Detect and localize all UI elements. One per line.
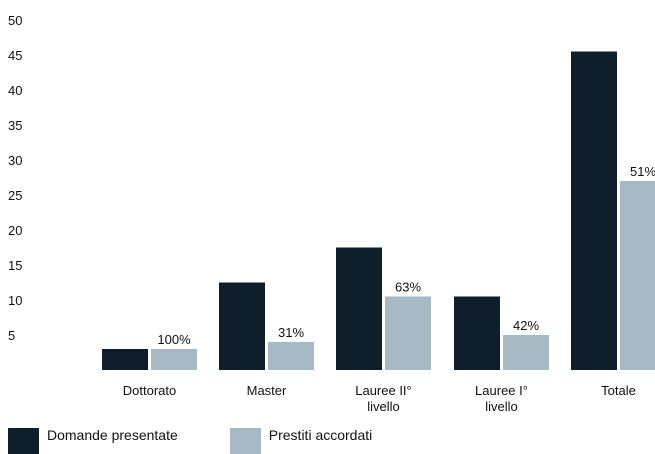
- bar-domande: [454, 296, 500, 370]
- y-tick-label: 30: [8, 153, 22, 168]
- y-tick-label: 20: [8, 223, 22, 238]
- bar-domande: [571, 51, 617, 370]
- x-category-label: Master: [247, 383, 287, 398]
- legend-swatch-domande: [8, 428, 39, 454]
- legend-swatch-prestiti: [229, 428, 261, 454]
- data-label: 63%: [395, 280, 421, 295]
- data-label: 51%: [630, 164, 655, 179]
- legend-item-prestiti: Prestiti accordati: [229, 426, 373, 454]
- bar-chart: 5 10 15 20 25 30 35 40 45 50 100% Dottorato 31% Maste…: [8, 13, 655, 414]
- data-label: 31%: [278, 325, 304, 340]
- x-category-label: Lauree II° livello: [355, 383, 412, 414]
- y-tick-label: 45: [8, 48, 22, 63]
- legend: Domande presentate Prestiti accordati: [8, 426, 424, 454]
- x-category-label: Totale: [601, 383, 636, 398]
- y-tick-label: 5: [8, 328, 15, 343]
- legend-label-domande: Domande presentate: [47, 427, 178, 443]
- data-label: 42%: [513, 318, 539, 333]
- y-tick-label: 10: [8, 293, 22, 308]
- y-tick-label: 40: [8, 83, 22, 98]
- y-tick-label: 35: [8, 118, 22, 133]
- bar-domande: [102, 349, 148, 370]
- bar-prestiti: [503, 335, 549, 370]
- x-category-label: Dottorato: [123, 383, 176, 398]
- y-tick-label: 15: [8, 258, 22, 273]
- bar-domande: [219, 282, 265, 370]
- bar-prestiti: [268, 342, 314, 370]
- bar-prestiti: [620, 181, 655, 370]
- legend-item-domande: Domande presentate: [8, 426, 178, 454]
- y-tick-label: 25: [8, 188, 22, 203]
- legend-label-prestiti: Prestiti accordati: [268, 427, 373, 443]
- bar-prestiti: [385, 296, 431, 370]
- bar-domande: [336, 247, 382, 370]
- y-tick-label: 50: [8, 13, 22, 28]
- bar-prestiti: [151, 349, 197, 370]
- x-category-label: Lauree I° livello: [475, 383, 528, 414]
- data-label: 100%: [157, 332, 191, 347]
